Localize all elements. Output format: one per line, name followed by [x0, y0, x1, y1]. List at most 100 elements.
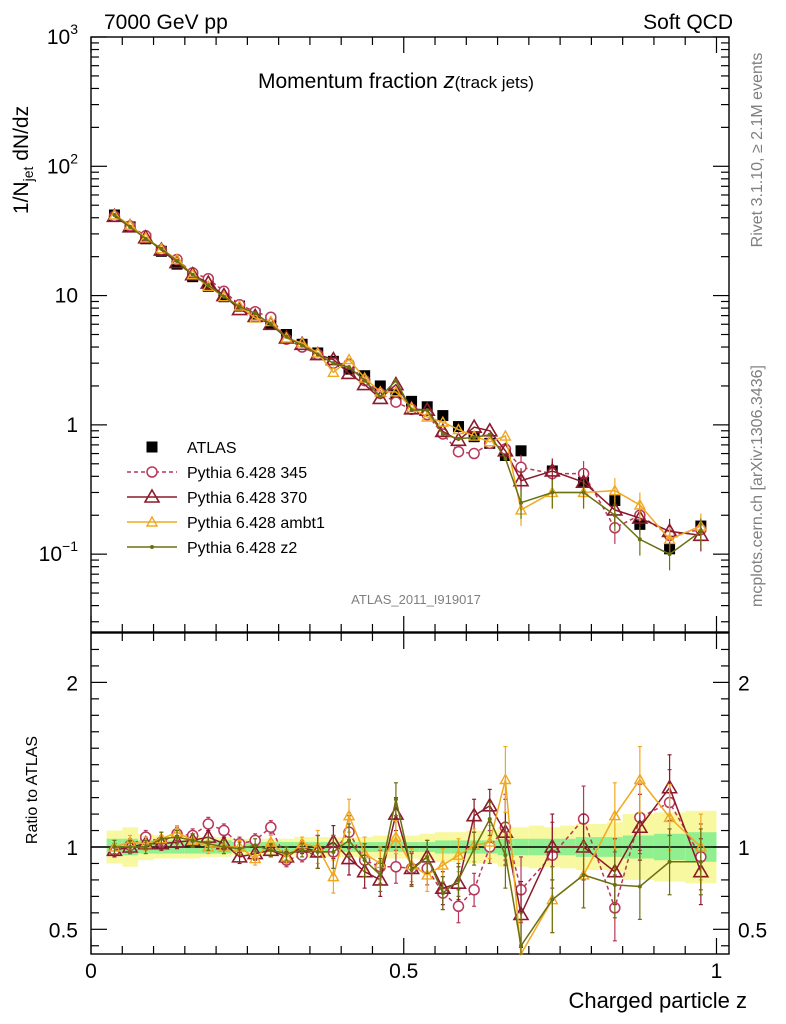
dot-marker — [440, 431, 445, 436]
dot-marker — [456, 436, 461, 441]
y-top-tick-label: 10 — [55, 285, 78, 308]
dot-marker — [456, 877, 461, 882]
dot-marker — [206, 283, 211, 288]
side-mcplots-label: mcplots.cern.ch [arXiv:1306.3436] — [749, 365, 766, 607]
dot-marker — [698, 859, 703, 864]
dot-marker — [253, 843, 258, 848]
triangle-marker — [633, 498, 647, 510]
dot-marker — [331, 849, 336, 854]
triangle-marker — [483, 435, 496, 447]
dot-marker — [393, 378, 398, 383]
y-ratio-tick-label-right: 1 — [738, 837, 750, 860]
dot-marker — [378, 394, 383, 399]
triangle-marker — [184, 266, 202, 281]
triangle-marker — [631, 509, 649, 524]
atlas-marker — [515, 445, 527, 457]
y-label-top-main: 1/N — [10, 181, 33, 214]
dot-marker — [425, 854, 430, 859]
y-top-tick-label-exp: 2 — [70, 150, 78, 166]
triangle-marker — [108, 208, 121, 220]
dot-marker — [112, 213, 117, 217]
dot-marker — [472, 435, 477, 440]
plot-title: Momentum fraction z(track jets) — [258, 68, 534, 93]
legend-entry-ambt1: Pythia 6.428 ambt1 — [127, 515, 325, 532]
legend: ATLAS Pythia 6.428 345 Pythia 6.428 370 Pyt… — [127, 440, 325, 557]
triangle-marker — [249, 852, 262, 864]
dot-marker — [221, 845, 226, 849]
triangle-marker — [663, 810, 676, 823]
legend-label: Pythia 6.428 z2 — [187, 540, 297, 557]
dot-marker — [409, 408, 414, 413]
triangle-marker — [249, 311, 262, 323]
triangle-marker — [499, 773, 512, 785]
circle-marker — [265, 821, 277, 833]
dot-marker — [550, 490, 555, 495]
x-tick-label: 0.5 — [389, 960, 418, 983]
dot-marker — [347, 838, 352, 843]
dot-marker — [331, 361, 336, 366]
circle-marker — [390, 396, 402, 408]
circle-marker — [452, 900, 465, 913]
dot-marker — [175, 259, 180, 264]
dot-marker — [667, 552, 672, 557]
dot-marker — [284, 334, 289, 339]
x-tick-label: 1 — [711, 960, 723, 983]
y-ratio-tick-label-right: 0.5 — [738, 919, 767, 942]
circle-marker — [452, 445, 465, 458]
dot-marker — [581, 490, 586, 495]
legend-label: Pythia 6.428 ambt1 — [187, 515, 325, 532]
triangle-marker — [467, 429, 481, 441]
y-top-tick-label-base: 10 — [39, 543, 62, 566]
y-axis-label-top: 1/Njet dN/dz — [10, 106, 36, 214]
triangle-marker — [342, 809, 356, 821]
y-top-tick-label-base: 10 — [47, 155, 70, 178]
dot-marker — [128, 224, 133, 229]
legend-entry-p370: Pythia 6.428 370 — [127, 488, 307, 507]
triangle-marker — [499, 429, 512, 441]
y-ratio-tick-label-left: 0.5 — [49, 919, 78, 942]
series-line-p370 — [114, 215, 701, 537]
dot-marker — [300, 343, 305, 348]
dot-marker — [143, 236, 148, 241]
triangle-marker — [631, 818, 649, 834]
y-label-top-sub: jet — [20, 167, 36, 183]
triangle-marker — [436, 858, 450, 870]
triangle-marker — [633, 773, 647, 785]
triangle-marker — [389, 385, 403, 397]
plot-title-main: Momentum fraction — [258, 70, 444, 93]
triangle-marker — [371, 389, 389, 405]
atlas-marker — [452, 421, 464, 433]
y-top-tick-label-base: 10 — [47, 26, 70, 49]
series-line-p345 — [114, 215, 702, 537]
dot-marker — [637, 884, 642, 889]
dot-marker — [503, 853, 508, 858]
dot-marker — [425, 408, 430, 413]
dot-marker — [472, 846, 477, 851]
y-top-tick-label: 10−1 — [39, 538, 79, 566]
circle-marker — [202, 818, 215, 830]
dot-marker — [519, 943, 524, 948]
dot-marker — [612, 882, 617, 887]
data-layer — [106, 207, 710, 957]
y-top-tick-label: 1 — [66, 414, 78, 437]
plot-title-sub: (track jets) — [455, 73, 534, 92]
dot-marker — [206, 841, 211, 846]
dot-marker — [268, 848, 273, 853]
series-z2 — [112, 213, 703, 571]
triangle-marker — [327, 365, 340, 378]
y-top-tick-label-exp: −1 — [62, 538, 78, 554]
dot-marker — [519, 500, 524, 505]
legend-label: Pythia 6.428 370 — [187, 490, 307, 507]
triangle-marker — [543, 462, 561, 477]
analysis-watermark: ATLAS_2011_I919017 — [351, 592, 481, 607]
circle-marker — [390, 861, 402, 873]
dot-marker — [150, 545, 154, 549]
legend-entry-z2: Pythia 6.428 z2 — [127, 540, 297, 557]
y-ratio-tick-label-left: 1 — [66, 837, 78, 860]
atlas-marker — [390, 389, 402, 401]
y-label-top-rest: dN/dz — [10, 106, 33, 167]
dot-marker — [190, 272, 195, 277]
y-top-tick-label: 103 — [47, 21, 78, 49]
